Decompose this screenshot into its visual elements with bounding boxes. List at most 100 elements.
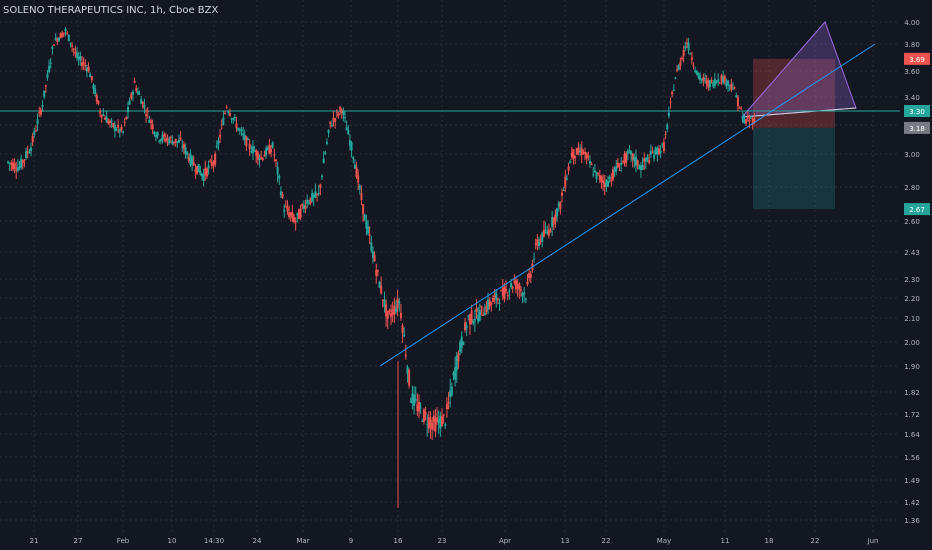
candle-body (725, 81, 728, 86)
candle-body (674, 77, 677, 80)
candle-body (348, 139, 351, 146)
candle-body (227, 111, 230, 113)
candle-body (643, 158, 646, 162)
candle-body (464, 322, 467, 331)
x-tick-label: 9 (349, 537, 353, 545)
candle-body (588, 160, 591, 164)
candle-body (745, 119, 748, 124)
candle-body (485, 306, 488, 313)
y-tick-label: 1.42 (904, 499, 920, 507)
candle-body (511, 286, 514, 289)
candle-body (240, 129, 243, 132)
candle-body (620, 163, 623, 165)
candle-body (697, 73, 700, 78)
candle-body (690, 57, 693, 60)
candle-body (224, 113, 227, 115)
candle-body (353, 164, 356, 169)
candle-body (654, 147, 657, 155)
candle-body (108, 120, 111, 124)
candle-body (441, 416, 444, 427)
candle-body (460, 336, 463, 349)
candle-body (291, 212, 294, 219)
candle-body (547, 229, 550, 236)
candle-body (102, 114, 105, 116)
candle-body (112, 123, 115, 127)
candle-body (498, 302, 501, 304)
candle-body (468, 314, 471, 325)
y-tick-label: 3.60 (904, 68, 920, 76)
candle-body (598, 175, 601, 180)
candle-body (128, 100, 131, 105)
candle-body (562, 190, 565, 192)
candle-body (636, 160, 639, 167)
candle-body (120, 126, 123, 131)
candle-body (421, 420, 424, 422)
candle-body (618, 170, 621, 172)
candle-body (616, 162, 619, 168)
candle-body (146, 111, 149, 113)
candle-body (505, 288, 508, 291)
candle-body (603, 182, 606, 188)
candle-body (491, 297, 494, 302)
candle-body (265, 148, 268, 156)
candle-body (592, 174, 595, 176)
candle-body (681, 57, 684, 59)
candle-body (506, 295, 509, 297)
take-profit-zone[interactable] (753, 127, 835, 210)
candle-body (406, 366, 409, 375)
candle-body (136, 91, 139, 94)
candle-body (79, 55, 82, 61)
candle-body (56, 38, 59, 43)
candle-body (380, 285, 383, 294)
stop-loss-zone[interactable] (753, 58, 835, 128)
candle-body (296, 212, 299, 216)
candle-body (368, 234, 371, 236)
candle-body (243, 134, 246, 140)
x-tick-label: 11 (721, 537, 730, 545)
x-tick-label: Jun (867, 537, 879, 545)
candle-body (89, 74, 92, 78)
candle-body (628, 150, 631, 152)
candle-body (692, 65, 695, 67)
candle-body (131, 91, 134, 95)
y-tick-label: 3.00 (904, 151, 920, 159)
candle-body (386, 311, 389, 319)
candle-body (493, 295, 496, 298)
candle-body (422, 409, 425, 422)
candle-body (465, 325, 468, 329)
candle-body (672, 89, 675, 91)
candle-body (559, 202, 562, 209)
candle-body (38, 111, 41, 113)
candle-body (33, 130, 36, 135)
trend-line[interactable] (379, 43, 876, 367)
candle-body (362, 204, 365, 214)
candle-body (590, 164, 593, 166)
candle-body (717, 79, 720, 83)
candle-body (94, 88, 97, 94)
candle-body (358, 185, 361, 190)
fan-base-line[interactable] (741, 107, 857, 118)
candle-body (148, 120, 151, 123)
candle-body (403, 334, 406, 337)
candle-body (462, 341, 465, 345)
candle-body (536, 239, 539, 246)
x-tick-label: 16 (394, 537, 403, 545)
x-tick-label: Mar (296, 537, 309, 545)
candle-body (199, 170, 202, 175)
candle-body (297, 209, 300, 220)
y-tick-label: 1.36 (904, 517, 920, 525)
candle-body (383, 299, 386, 307)
candle-body (551, 217, 554, 228)
candle-body (702, 77, 705, 82)
candle-body (316, 193, 319, 195)
candle-body (546, 231, 549, 234)
candle-body (286, 207, 289, 212)
candle-body (648, 159, 651, 163)
candle-body (66, 32, 69, 34)
candle-body (268, 144, 271, 154)
candle-body (611, 169, 614, 180)
x-tick-label: 24 (253, 537, 262, 545)
candle-body (181, 146, 184, 148)
candle-body (398, 301, 401, 304)
